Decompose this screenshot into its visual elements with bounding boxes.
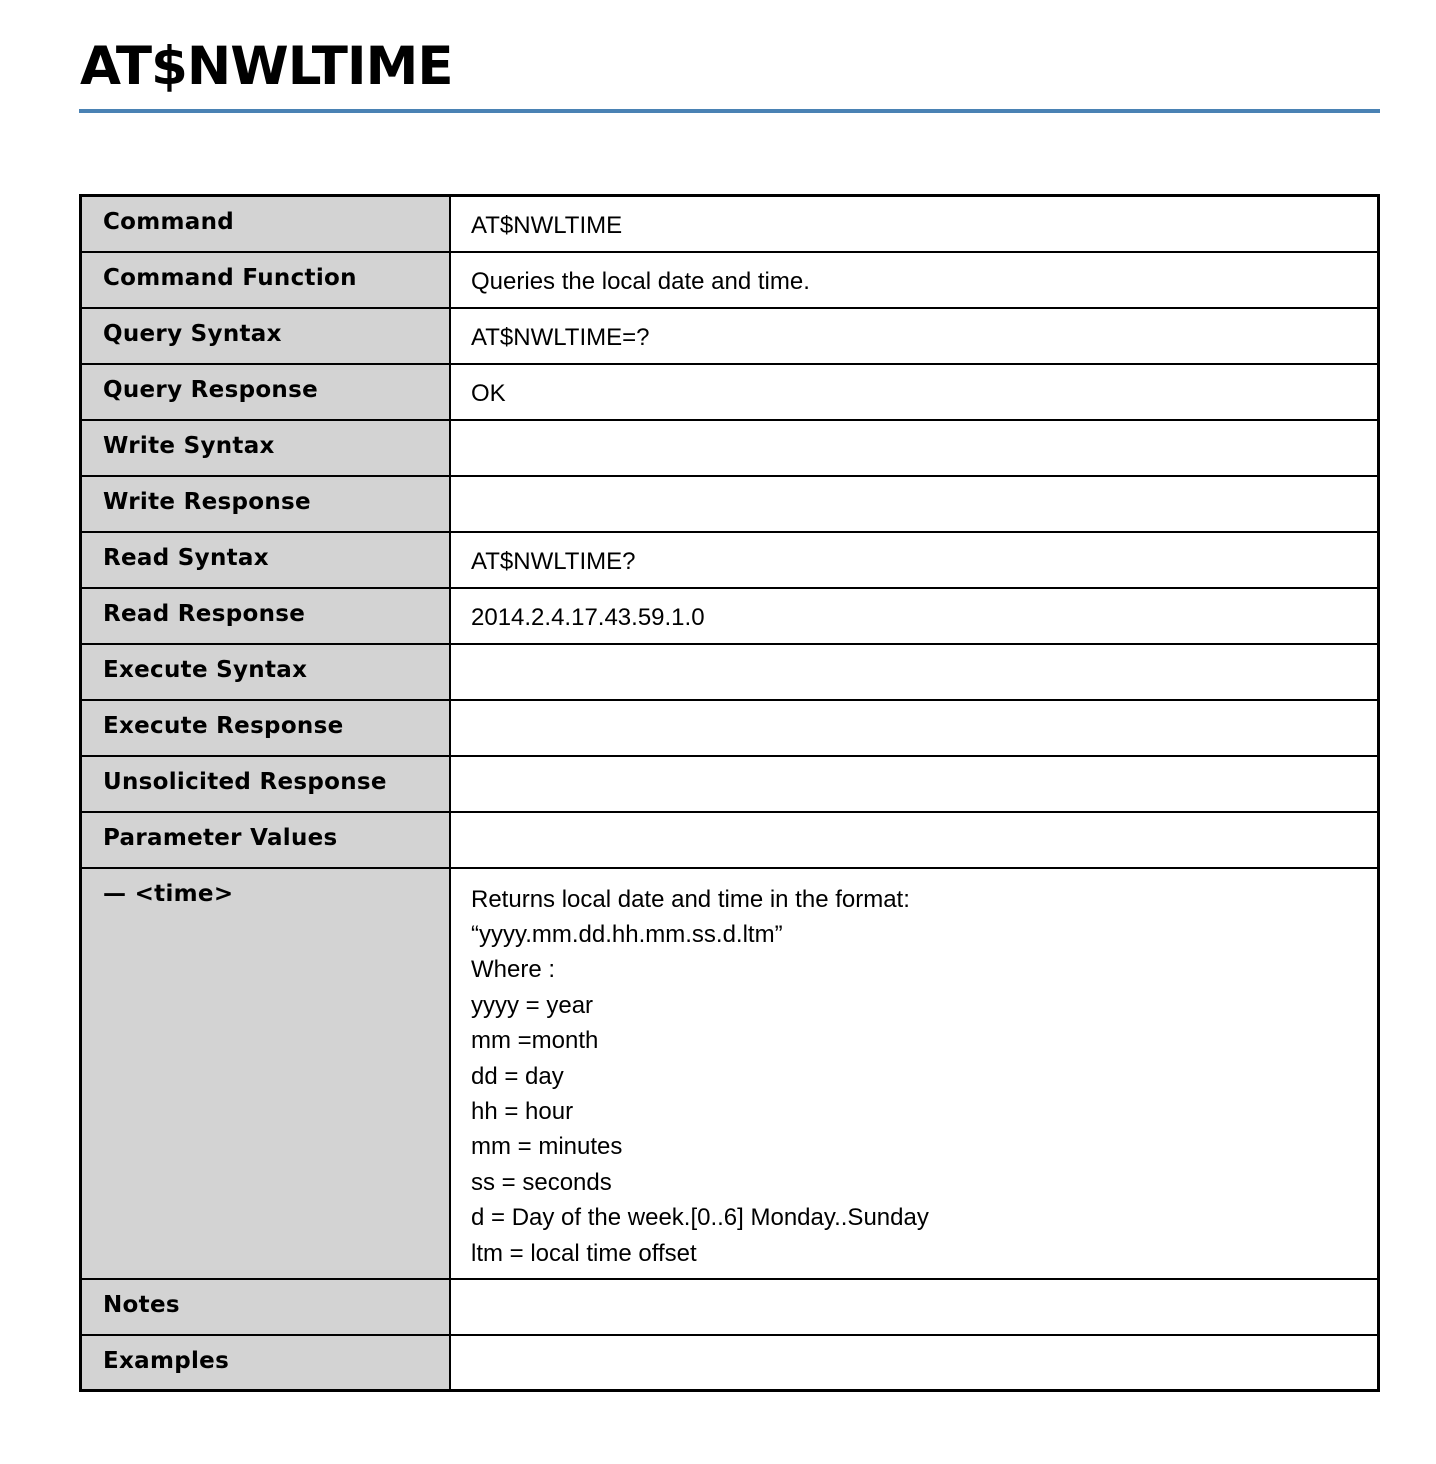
row-label: Unsolicited Response [79,754,451,813]
row-value: AT$NWLTIME? [449,530,1380,589]
table-row: Execute Response [79,698,1380,757]
parameter-description-line: hh = hour [471,1097,574,1125]
row-value [449,698,1380,757]
table-row: Command AT$NWLTIME [79,194,1380,253]
row-label: Execute Syntax [79,642,451,701]
row-label: Execute Response [79,698,451,757]
row-value: AT$NWLTIME [449,194,1380,253]
title-divider [79,109,1380,113]
row-value: AT$NWLTIME=? [449,306,1380,365]
table-row: — <time> Returns local date and time in t… [79,866,1380,1280]
table-row: Query Syntax AT$NWLTIME=? [79,306,1380,365]
row-label: Query Syntax [79,306,451,365]
parameter-description-line: d = Day of the week.[0..6] Monday..Sunda… [471,1204,929,1232]
table-row: Command Function Queries the local date a… [79,250,1380,309]
row-value [449,1333,1380,1392]
row-label: Notes [79,1277,451,1336]
table-row: Notes [79,1277,1380,1336]
row-label: Read Response [79,586,451,645]
parameter-description-line: “yyyy.mm.dd.hh.mm.ss.d.ltm” [471,920,783,948]
parameter-description-line: yyyy = year [471,991,594,1019]
command-table: Command AT$NWLTIME Command Function Queries… [79,194,1380,1392]
table-row: Query Response OK [79,362,1380,421]
table-row: Write Response [79,474,1380,533]
row-value [449,754,1380,813]
row-label: Write Syntax [79,418,451,477]
parameter-description-line: Returns local date and time in the forma… [471,885,910,913]
row-label: Query Response [79,362,451,421]
row-label: Command [79,194,451,253]
row-label: Write Response [79,474,451,533]
parameter-description-line: dd = day [471,1062,564,1090]
row-value: 2014.2.4.17.43.59.1.0 [449,586,1380,645]
row-value [449,418,1380,477]
row-label: Read Syntax [79,530,451,589]
parameter-description-line: ss = seconds [471,1168,612,1196]
row-value: Returns local date and time in the forma… [449,866,1380,1280]
row-value: Queries the local date and time. [449,250,1380,309]
parameter-description-line: Where : [471,956,556,984]
parameter-description-line: mm =month [471,1027,599,1055]
row-value: OK [449,362,1380,421]
page-title: AT$NWLTIME [80,36,454,97]
table-row: Read Syntax AT$NWLTIME? [79,530,1380,589]
row-value [449,1277,1380,1336]
row-value [449,810,1380,869]
row-value [449,642,1380,701]
table-row: Parameter Values [79,810,1380,869]
row-label: Parameter Values [79,810,451,869]
row-label: Command Function [79,250,451,309]
parameter-description-line: ltm = local time offset [471,1239,697,1267]
row-value [449,474,1380,533]
row-label: — <time> [79,866,451,1280]
parameter-description-line: mm = minutes [471,1133,623,1161]
table-row: Write Syntax [79,418,1380,477]
table-row: Execute Syntax [79,642,1380,701]
row-label: Examples [79,1333,451,1392]
table-row: Unsolicited Response [79,754,1380,813]
table-row: Read Response 2014.2.4.17.43.59.1.0 [79,586,1380,645]
table-row: Examples [79,1333,1380,1392]
